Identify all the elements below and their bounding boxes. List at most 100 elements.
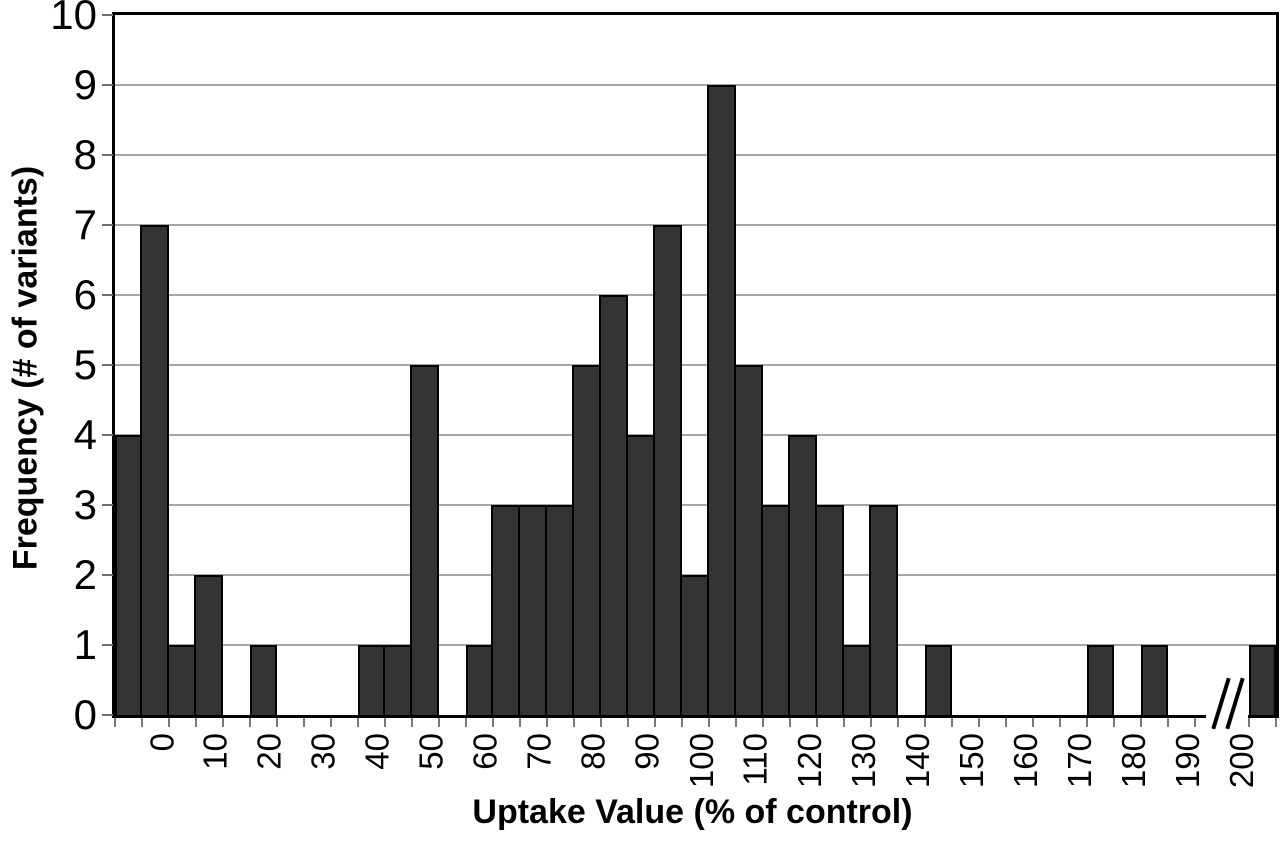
bar-15 (194, 575, 223, 715)
x-tick-16 (546, 718, 548, 727)
y-tick-label-6: 6 (73, 271, 97, 318)
x-tick-30 (924, 718, 926, 727)
gridline-y9 (115, 84, 1276, 86)
x-tick-label-140: 140 (899, 733, 936, 789)
x-tick-label-70: 70 (521, 733, 558, 770)
x-tick-27 (843, 718, 845, 727)
x-tick-10 (384, 718, 386, 727)
x-tick-label-110: 110 (737, 733, 774, 786)
bar-95 (626, 435, 655, 715)
bar-115 (734, 365, 763, 715)
x-tick-label-30: 30 (305, 733, 342, 770)
x-tick-28 (870, 718, 872, 727)
x-tick-35 (1059, 718, 1061, 727)
y-tick-2 (102, 574, 113, 576)
y-tick-1 (102, 644, 113, 646)
x-tick-label-50: 50 (413, 733, 450, 770)
bar-80 (545, 505, 574, 715)
x-tick-40 (1194, 718, 1196, 727)
y-tick-3 (102, 504, 113, 506)
x-tick-31 (951, 718, 953, 727)
x-tick-17 (573, 718, 575, 727)
x-tick-label-180: 180 (1115, 733, 1152, 789)
y-tick-label-3: 3 (73, 481, 97, 528)
bar-100 (653, 225, 682, 715)
y-tick-4 (102, 434, 113, 436)
bar-5 (140, 225, 169, 715)
bar-50 (383, 645, 412, 715)
gridline-y8 (115, 154, 1276, 156)
bar-315 (1249, 645, 1276, 715)
x-tick-label-120: 120 (791, 733, 828, 789)
x-tick-2 (168, 718, 170, 727)
bar-10 (167, 645, 196, 715)
x-tick-29 (897, 718, 899, 727)
x-tick-8 (330, 718, 332, 727)
x-tick-0 (114, 718, 116, 727)
bar-25 (250, 645, 277, 715)
y-tick-7 (102, 224, 113, 226)
bar-190 (1141, 645, 1168, 715)
x-tick-4 (222, 718, 224, 727)
bar-150 (925, 645, 952, 715)
x-tick-14 (492, 718, 494, 727)
x-tick-18 (600, 718, 602, 727)
x-tick-21 (681, 718, 683, 727)
y-tick-label-1: 1 (73, 621, 97, 668)
bar-55 (410, 365, 439, 715)
x-tick-43 (1275, 718, 1277, 727)
x-tick-13 (465, 718, 467, 727)
x-tick-33 (1005, 718, 1007, 727)
y-tick-label-5: 5 (73, 341, 97, 388)
bar-45 (358, 645, 385, 715)
y-tick-0 (102, 714, 113, 716)
y-tick-5 (102, 364, 113, 366)
bar-65 (466, 645, 493, 715)
x-tick-label-0: 0 (143, 733, 180, 752)
bar-75 (518, 505, 547, 715)
x-tick-11 (411, 718, 413, 727)
x-tick-22 (708, 718, 710, 727)
bar-70 (491, 505, 520, 715)
x-tick-label-150: 150 (953, 733, 990, 789)
y-tick-9 (102, 84, 113, 86)
x-tick-label-100: 100 (683, 733, 720, 789)
bar-0 (115, 435, 142, 715)
x-tick-label-170: 170 (1061, 733, 1098, 789)
gridline-y4 (115, 434, 1276, 436)
x-tick-label-10: 10 (197, 733, 234, 770)
bar-105 (680, 575, 709, 715)
bar-110 (707, 85, 736, 715)
y-tick-6 (102, 294, 113, 296)
x-tick-5 (249, 718, 251, 727)
y-tick-label-2: 2 (73, 551, 97, 598)
x-tick-36 (1086, 718, 1088, 727)
x-tick-42 (1248, 718, 1250, 727)
gridline-y5 (115, 364, 1276, 366)
x-tick-37 (1113, 718, 1115, 727)
y-tick-label-0: 0 (73, 691, 97, 738)
x-tick-label-160: 160 (1007, 733, 1044, 789)
bar-120 (761, 505, 790, 715)
x-tick-24 (762, 718, 764, 727)
y-tick-10 (102, 14, 113, 16)
bar-135 (842, 645, 871, 715)
x-tick-23 (735, 718, 737, 727)
x-tick-34 (1032, 718, 1034, 727)
x-tick-label-40: 40 (359, 733, 396, 770)
x-tick-9 (357, 718, 359, 727)
x-tick-6 (276, 718, 278, 727)
bar-140 (869, 505, 898, 715)
bar-85 (572, 365, 601, 715)
x-tick-20 (654, 718, 656, 727)
x-tick-label-90: 90 (629, 733, 666, 770)
x-tick-26 (816, 718, 818, 727)
x-tick-39 (1167, 718, 1169, 727)
x-tick-3 (195, 718, 197, 727)
bar-125 (788, 435, 817, 715)
bar-90 (599, 295, 628, 715)
gridline-y6 (115, 294, 1276, 296)
x-tick-38 (1140, 718, 1142, 727)
plot-area (112, 12, 1279, 718)
x-tick-12 (438, 718, 440, 727)
